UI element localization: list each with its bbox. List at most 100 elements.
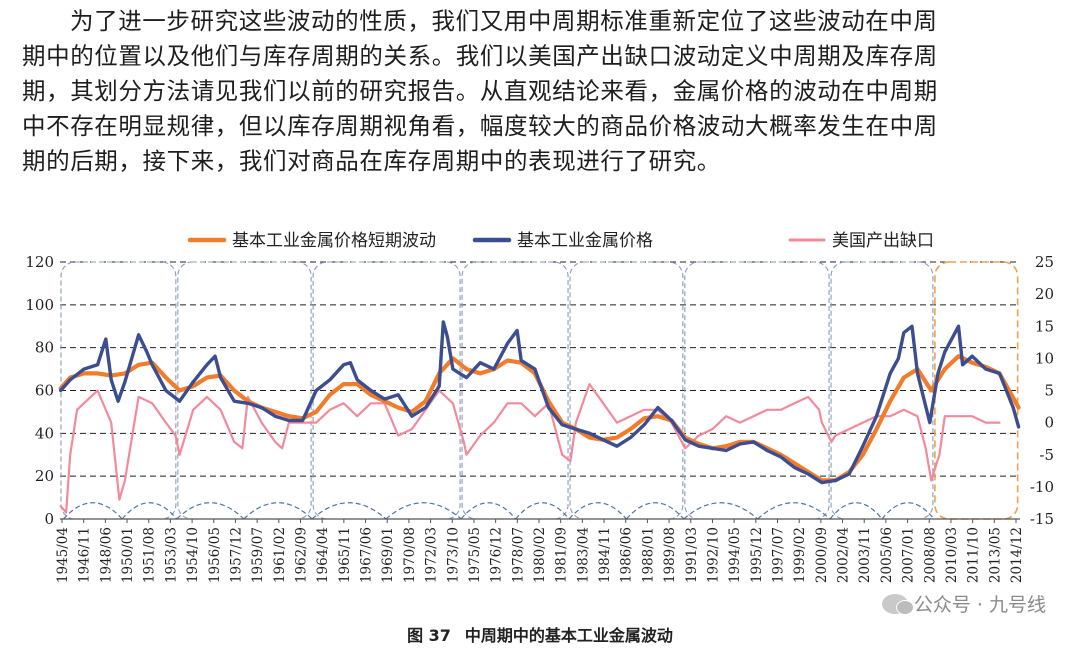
figure-caption: 图 37 中周期中的基本工业金属波动 [0, 622, 1080, 646]
x-tick-label: 1992/10 [705, 527, 721, 583]
x-tick-label: 2002/04 [836, 527, 852, 583]
x-tick-label: 1948/06 [98, 527, 114, 583]
paragraph-line: 期，其划分方法请见我们以前的研究报告。从直观结论来看，金属价格的波动在中周期 [22, 77, 938, 105]
x-tick-label: 1984/11 [597, 527, 613, 583]
x-tick-label: 1988/01 [640, 527, 656, 583]
y-left-tick-label: 60 [35, 382, 54, 400]
x-tick-label: 2013/05 [987, 527, 1003, 583]
y-right-tick-label: -10 [1030, 478, 1054, 496]
x-tick-label: 1981/09 [554, 527, 570, 583]
figure-title: 中周期中的基本工业金属波动 [464, 626, 673, 645]
inventory-cycle-arc [385, 502, 462, 520]
legend-label: 美国产出缺口 [832, 231, 934, 251]
y-left-tick-label: 100 [25, 296, 54, 314]
x-tick-label: 1972/03 [424, 527, 440, 583]
x-tick-label: 2003/11 [857, 527, 873, 583]
y-left-tick-label: 120 [25, 253, 54, 271]
y-right-tick-label: 10 [1035, 349, 1054, 367]
watermark: 公众号 · 九号线 [881, 590, 1046, 617]
x-tick-label: 1957/12 [228, 527, 244, 583]
series-line-metal-price [59, 320, 1021, 485]
inventory-cycle-arc [62, 502, 123, 520]
x-tick-label: 2014/12 [1009, 527, 1025, 583]
figure-number: 图 37 [407, 626, 451, 645]
x-tick-label: 1980/02 [532, 527, 548, 583]
y-left-tick-label: 20 [35, 467, 54, 485]
x-tick-label: 1995/12 [749, 527, 765, 583]
legend: 基本工业金属价格短期波动 基本工业金属价格 美国产出缺口 [187, 231, 934, 251]
x-tick-label: 1950/01 [120, 527, 136, 583]
x-tick-label: 1961/02 [272, 527, 288, 583]
series-line-output-gap [59, 383, 1001, 514]
inventory-cycle-arc [311, 502, 387, 520]
inventory-cycle-arc [515, 502, 570, 520]
axes: 0 20 40 60 80 100 120 -15 -10 -5 0 5 10 15 20 25 1945/04… [25, 253, 1054, 583]
x-tick-label: 2005/06 [879, 527, 895, 583]
x-tick-label: 1946/11 [77, 527, 93, 583]
x-tick-label: 1956/05 [207, 527, 223, 583]
x-tick-label: 1978/07 [510, 527, 526, 583]
x-tick-label: 1959/07 [250, 527, 266, 583]
inventory-cycle-arc [176, 502, 245, 520]
x-tick-label: 1967/06 [359, 527, 375, 583]
inventory-cycle-arc [460, 502, 517, 520]
body-paragraph: 为了进一步研究这些波动的性质，我们又用中周期标准重新定位了这些波动在中周 期中的… [22, 4, 1062, 179]
y-right-tick-label: -5 [1039, 446, 1054, 464]
x-tick-label: 1986/06 [619, 527, 635, 583]
x-tick-label: 1989/08 [662, 527, 678, 583]
inventory-cycle-arc [683, 502, 759, 520]
x-tick-label: 1997/07 [771, 527, 787, 583]
x-tick-label: 2007/01 [901, 527, 917, 583]
y-right-tick-label: 20 [1035, 285, 1054, 303]
inventory-cycle-arc [881, 502, 935, 520]
x-tick-label: 1945/04 [55, 527, 71, 583]
x-tick-label: 1983/04 [575, 527, 591, 583]
x-tick-label: 1975/05 [467, 527, 483, 583]
inventory-cycle-arc [757, 502, 831, 520]
x-tick-label: 1969/01 [380, 527, 396, 583]
x-tick-label: 1954/10 [185, 527, 201, 583]
mid-cycle-box [684, 261, 830, 520]
mid-cycle-box [461, 261, 569, 520]
inventory-cycle-arc [625, 502, 685, 520]
x-tick-label: 2011/10 [966, 527, 982, 583]
series-lines [58, 320, 1021, 514]
y-right-tick-label: -15 [1030, 510, 1054, 528]
inventory-cycle-arcs [62, 502, 935, 520]
x-tick-label: 1970/08 [402, 527, 418, 583]
x-tick-label: 1953/03 [163, 527, 179, 583]
mid-cycle-box [569, 261, 684, 520]
y-right-tick-label: 25 [1035, 253, 1054, 271]
paragraph-line: 期中的位置以及他们与库存周期的关系。我们以美国产出缺口波动定义中周期及库存周 [22, 42, 938, 70]
wechat-icon [881, 593, 914, 615]
y-right-tick-label: 0 [1044, 414, 1054, 432]
x-tick-label: 2008/08 [922, 527, 938, 583]
y-right-tick-label: 5 [1044, 382, 1054, 400]
inventory-cycle-arc [568, 502, 627, 520]
x-tick-label: 1991/03 [684, 527, 700, 583]
paragraph-line: 期的后期，接下来，我们对商品在库存周期中的表现进行了研究。 [22, 147, 721, 175]
metal-cycle-chart: 0 20 40 60 80 100 120 -15 -10 -5 0 5 10 15 20 25 1945/04… [25, 231, 1054, 583]
inventory-cycle-arc [121, 502, 178, 520]
y-left-tick-label: 40 [35, 424, 54, 442]
paragraph-line: 为了进一步研究这些波动的性质，我们又用中周期标准重新定位了这些波动在中周 [70, 7, 938, 35]
x-tick-label: 1976/12 [489, 527, 505, 583]
inventory-cycle-arc [829, 502, 883, 520]
x-tick-label: 1965/11 [337, 527, 353, 583]
legend-label: 基本工业金属价格 [517, 231, 653, 251]
y-left-tick-label: 0 [44, 510, 54, 528]
y-left-tick-label: 80 [35, 339, 54, 357]
watermark-text: 公众号 · 九号线 [913, 594, 1046, 616]
y-right-tick-label: 15 [1035, 317, 1054, 335]
x-tick-label: 1994/05 [727, 527, 743, 583]
inventory-cycle-arc [243, 502, 313, 520]
x-tick-label: 1962/09 [294, 527, 310, 583]
x-tick-label: 1999/02 [792, 527, 808, 583]
x-tick-label: 1973/10 [445, 527, 461, 583]
x-tick-label: 1951/08 [142, 527, 158, 583]
x-tick-label: 2000/09 [814, 527, 830, 583]
paragraph-line: 中不存在明显规律，但以库存周期视角看，幅度较大的商品价格波动大概率发生在中周 [22, 112, 938, 140]
x-tick-label: 2010/03 [944, 527, 960, 583]
legend-label: 基本工业金属价格短期波动 [232, 231, 436, 251]
x-tick-label: 1964/04 [315, 527, 331, 583]
